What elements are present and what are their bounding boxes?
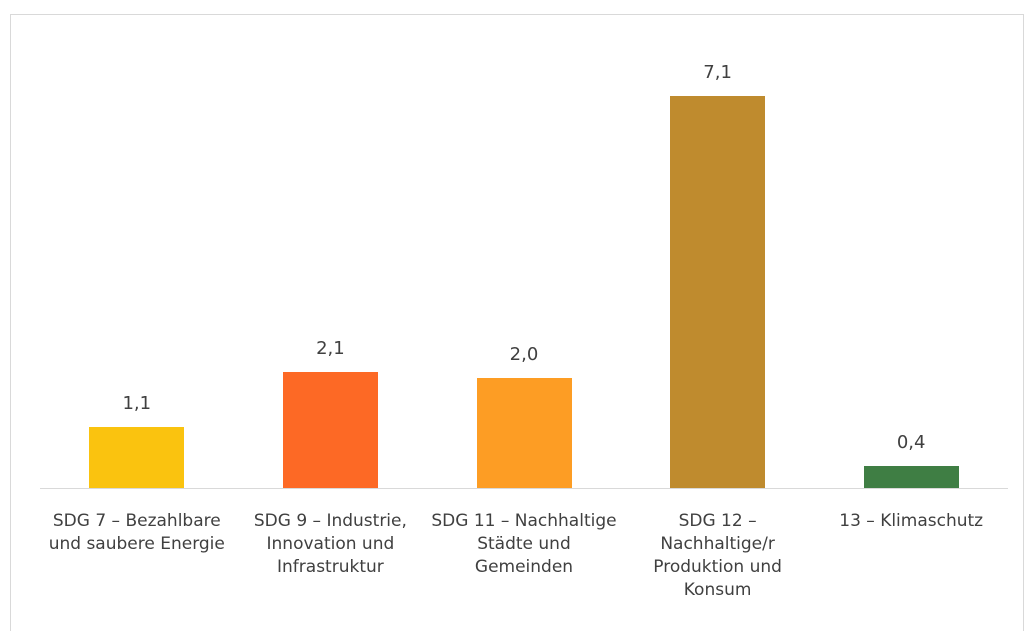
data-label: 1,1 [122,393,152,415]
bar [282,372,378,488]
data-label: 0,4 [896,431,926,453]
chart-frame [10,14,1024,631]
data-label: 7,1 [703,62,732,83]
x-tick-label: SDG 11 – Nachhaltige Städte und Gemeinde… [431,511,617,577]
data-label: 2,1 [316,338,345,360]
data-label: 2,0 [509,343,539,365]
x-axis-line [40,488,1008,489]
x-tick-label: SDG 12 – Nachhaltige/r Produktion und Ko… [653,511,782,600]
bar [670,96,766,488]
bar [89,427,185,488]
x-tick-label: 13 – Klimaschutz [839,511,984,531]
bar [863,465,959,488]
bar [476,377,572,488]
x-tick-label: SDG 9 – Industrie, Innovation und Infras… [253,511,407,577]
x-tick-label: SDG 7 – Bezahlbare und saubere Energie [48,511,225,554]
